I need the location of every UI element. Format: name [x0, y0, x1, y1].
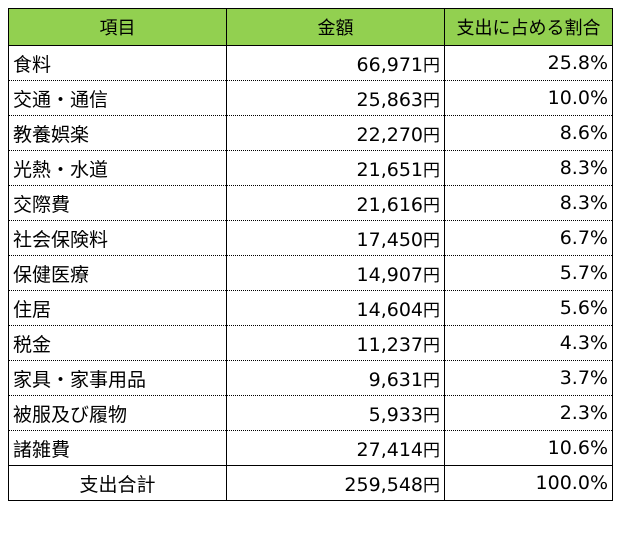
header-share: 支出に占める割合: [444, 8, 613, 46]
item-cell: 教養娯楽: [8, 115, 227, 151]
amount-value: 27,414: [356, 438, 423, 461]
item-cell: 交通・通信: [8, 80, 227, 116]
share-cell: 8.3%: [444, 150, 613, 186]
item-cell: 住居: [8, 290, 227, 326]
item-cell: 交際費: [8, 185, 227, 221]
share-cell: 25.8%: [444, 45, 613, 81]
amount-cell: 17,450円: [226, 220, 445, 256]
item-cell: 保健医療: [8, 255, 227, 291]
header-amount: 金額: [226, 8, 445, 46]
expense-table: 項目 金額 支出に占める割合 食料 66,971円 25.8% 交通・通信 25…: [8, 8, 613, 501]
total-amount-value: 259,548: [344, 473, 423, 496]
share-cell: 5.7%: [444, 255, 613, 291]
amount-unit: 円: [423, 230, 440, 251]
amount-cell: 14,604円: [226, 290, 445, 326]
amount-cell: 21,616円: [226, 185, 445, 221]
share-cell: 4.3%: [444, 325, 613, 361]
total-amount-cell: 259,548円: [226, 465, 445, 501]
share-cell: 8.3%: [444, 185, 613, 221]
share-cell: 3.7%: [444, 360, 613, 396]
table-row: 住居 14,604円 5.6%: [8, 290, 613, 326]
amount-cell: 66,971円: [226, 45, 445, 81]
amount-cell: 11,237円: [226, 325, 445, 361]
header-item: 項目: [8, 8, 227, 46]
amount-unit: 円: [423, 335, 440, 356]
amount-unit: 円: [423, 160, 440, 181]
table-row: 食料 66,971円 25.8%: [8, 45, 613, 81]
item-cell: 税金: [8, 325, 227, 361]
amount-value: 9,631: [368, 368, 423, 391]
amount-cell: 9,631円: [226, 360, 445, 396]
amount-unit: 円: [423, 55, 440, 76]
amount-unit: 円: [423, 90, 440, 111]
table-row: 家具・家事用品 9,631円 3.7%: [8, 360, 613, 396]
total-share: 100.0%: [444, 465, 613, 501]
total-row: 支出合計 259,548円 100.0%: [8, 465, 613, 501]
amount-unit: 円: [423, 370, 440, 391]
table-row: 教養娯楽 22,270円 8.6%: [8, 115, 613, 151]
table-row: 交際費 21,616円 8.3%: [8, 185, 613, 221]
amount-cell: 27,414円: [226, 430, 445, 466]
amount-unit: 円: [423, 265, 440, 286]
item-cell: 社会保険料: [8, 220, 227, 256]
item-cell: 光熱・水道: [8, 150, 227, 186]
amount-unit: 円: [423, 125, 440, 146]
share-cell: 2.3%: [444, 395, 613, 431]
amount-value: 21,616: [356, 193, 423, 216]
table-row: 税金 11,237円 4.3%: [8, 325, 613, 361]
amount-cell: 5,933円: [226, 395, 445, 431]
header-row: 項目 金額 支出に占める割合: [8, 8, 613, 46]
amount-value: 21,651: [356, 158, 423, 181]
amount-cell: 22,270円: [226, 115, 445, 151]
share-cell: 10.0%: [444, 80, 613, 116]
table-row: 光熱・水道 21,651円 8.3%: [8, 150, 613, 186]
amount-value: 5,933: [368, 403, 423, 426]
amount-value: 14,604: [356, 298, 423, 321]
item-cell: 諸雑費: [8, 430, 227, 466]
table-row: 保健医療 14,907円 5.7%: [8, 255, 613, 291]
amount-value: 25,863: [356, 88, 423, 111]
amount-unit: 円: [423, 300, 440, 321]
amount-cell: 14,907円: [226, 255, 445, 291]
share-cell: 5.6%: [444, 290, 613, 326]
item-cell: 食料: [8, 45, 227, 81]
amount-value: 11,237: [356, 333, 423, 356]
table-row: 諸雑費 27,414円 10.6%: [8, 430, 613, 466]
amount-value: 14,907: [356, 263, 423, 286]
amount-value: 17,450: [356, 228, 423, 251]
amount-unit: 円: [423, 195, 440, 216]
amount-unit: 円: [423, 440, 440, 461]
share-cell: 8.6%: [444, 115, 613, 151]
table-row: 被服及び履物 5,933円 2.3%: [8, 395, 613, 431]
share-cell: 10.6%: [444, 430, 613, 466]
table-row: 交通・通信 25,863円 10.0%: [8, 80, 613, 116]
amount-unit: 円: [423, 405, 440, 426]
total-amount-unit: 円: [423, 475, 440, 496]
amount-value: 66,971: [356, 53, 423, 76]
item-cell: 被服及び履物: [8, 395, 227, 431]
table-row: 社会保険料 17,450円 6.7%: [8, 220, 613, 256]
amount-value: 22,270: [356, 123, 423, 146]
share-cell: 6.7%: [444, 220, 613, 256]
item-cell: 家具・家事用品: [8, 360, 227, 396]
amount-cell: 25,863円: [226, 80, 445, 116]
total-label: 支出合計: [8, 465, 227, 501]
amount-cell: 21,651円: [226, 150, 445, 186]
